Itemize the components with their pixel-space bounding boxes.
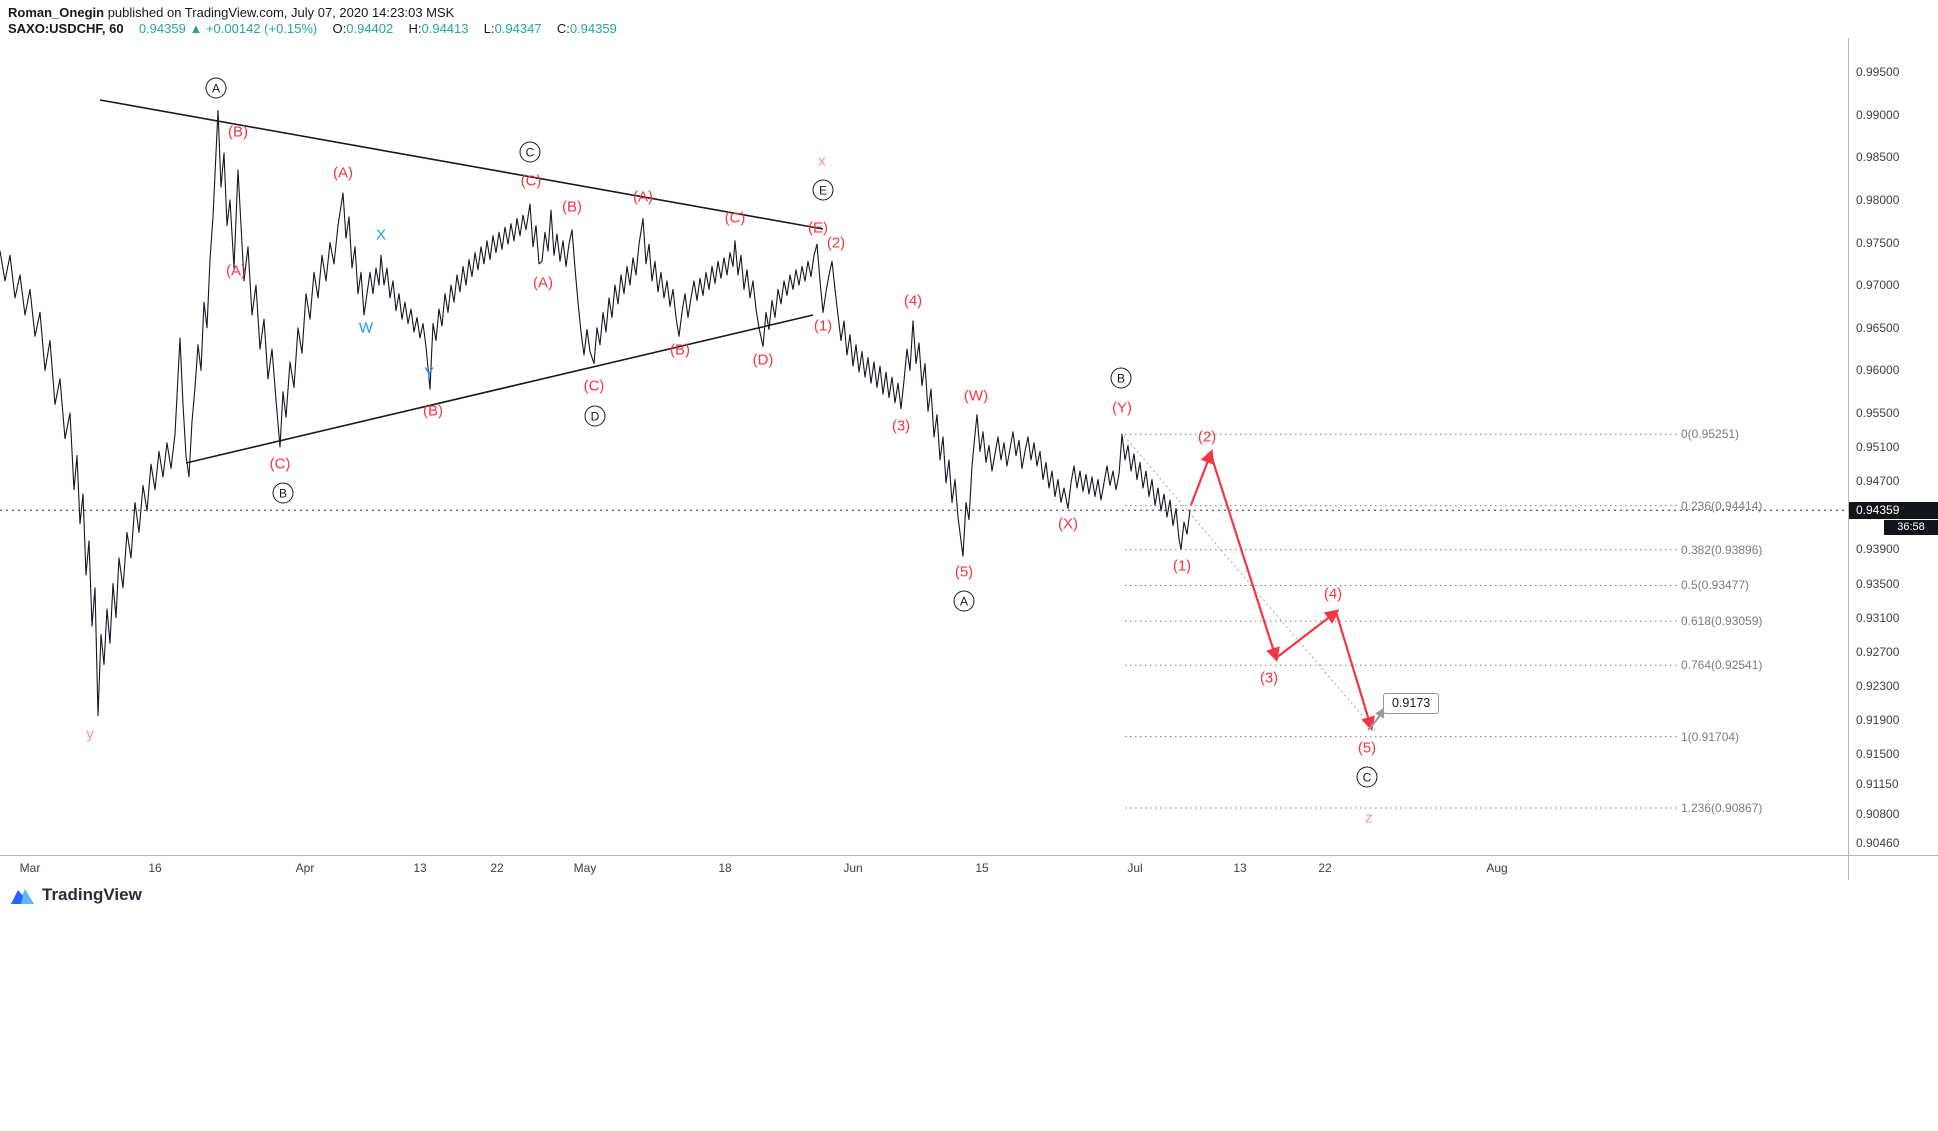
price-axis-label: 0.99000 <box>1856 107 1900 122</box>
price-axis-label: 0.92300 <box>1856 678 1900 693</box>
price-axis-label: 0.96500 <box>1856 320 1900 335</box>
price-axis-label: 0.93900 <box>1856 542 1900 557</box>
tradingview-logo-text: TradingView <box>42 884 142 904</box>
time-axis-label: 22 <box>490 861 504 875</box>
time-axis-label: Apr <box>295 861 315 875</box>
time-axis-label: Jun <box>843 861 863 875</box>
tradingview-logo[interactable]: TradingView <box>10 884 142 905</box>
low-value: 0.94347 <box>494 21 542 36</box>
price-axis[interactable]: 0.99500 0.99000 0.98500 0.98000 0.97500 0.970… <box>1849 0 1938 855</box>
price-change: +0.00142 (+0.15%) <box>205 21 318 36</box>
time-axis-label: 18 <box>718 861 732 875</box>
symbol-bar: SAXO:USDCHF, 60 0.94359 ▲ +0.00142 (+0.1… <box>8 21 617 37</box>
projection-arrow <box>1334 611 1375 732</box>
price-axis-border <box>1848 38 1849 880</box>
time-axis-label: Mar <box>19 861 41 875</box>
time-axis-label: 16 <box>148 861 162 875</box>
projection-arrow <box>1275 609 1340 659</box>
price-axis-label: 0.99500 <box>1856 65 1900 79</box>
publish-header: Roman_Onegin published on TradingView.co… <box>8 5 454 21</box>
price-target-callout[interactable]: 0.9173 <box>1383 693 1440 714</box>
price-axis-label: 0.90800 <box>1856 806 1900 821</box>
publish-info: published on TradingView.com, July 07, 2… <box>104 5 455 20</box>
tradingview-logo-icon <box>11 889 34 904</box>
time-axis-label: 13 <box>1233 861 1247 875</box>
symbol-interval: SAXO:USDCHF, 60 <box>8 21 124 36</box>
price-axis-label: 0.93500 <box>1856 576 1900 591</box>
author-name: Roman_Onegin <box>8 5 105 20</box>
up-arrow-icon: ▲ <box>189 21 203 36</box>
trendline <box>99 99 824 230</box>
last-price: 0.94359 <box>138 21 186 36</box>
price-axis-label: 0.97000 <box>1856 278 1900 293</box>
price-axis-label: 0.91900 <box>1856 712 1900 727</box>
high-label: H: <box>408 21 422 36</box>
last-price-badge: 0.94359 <box>1849 502 1938 519</box>
time-axis-label: 15 <box>975 861 989 875</box>
low-label: L: <box>483 21 495 36</box>
time-axis-label: Aug <box>1486 861 1508 875</box>
price-axis-label: 0.98000 <box>1856 192 1900 207</box>
open-label: O: <box>332 21 347 36</box>
price-axis-label: 0.93100 <box>1856 610 1900 625</box>
price-axis-label: 0.92700 <box>1856 644 1900 659</box>
time-axis-border <box>0 855 1938 856</box>
projection-arrow <box>1189 448 1215 506</box>
callout-pointer <box>1367 707 1385 731</box>
close-value: 0.94359 <box>569 21 617 36</box>
price-axis-label: 0.95500 <box>1856 406 1900 420</box>
time-axis-label: 22 <box>1318 861 1332 875</box>
price-axis-label: 0.97500 <box>1856 235 1900 250</box>
projection-arrow <box>1210 457 1280 663</box>
price-axis-label: 0.96000 <box>1856 363 1900 378</box>
guide-dotted-line <box>1123 435 1378 734</box>
price-axis-label: 0.98500 <box>1856 150 1900 165</box>
price-axis-label: 0.90460 <box>1856 835 1900 850</box>
time-axis-label: 13 <box>413 861 427 875</box>
time-axis-label: Jul <box>1127 861 1143 875</box>
high-value: 0.94413 <box>421 21 469 36</box>
time-axis[interactable]: Mar 16 Apr 13 22 May 18 Jun 15 Jul 13 22 Aug <box>0 856 1848 880</box>
price-axis-label: 0.91150 <box>1856 776 1899 791</box>
price-axis-label: 0.95100 <box>1856 440 1900 455</box>
close-label: C: <box>556 21 570 36</box>
trendline <box>185 314 814 464</box>
price-series-path <box>0 109 1191 717</box>
open-value: 0.94402 <box>346 21 394 36</box>
time-axis-label: May <box>573 861 597 875</box>
bar-countdown: 36:58 <box>1884 520 1938 535</box>
price-axis-label: 0.91500 <box>1856 747 1900 761</box>
price-axis-label: 0.94700 <box>1856 474 1900 489</box>
